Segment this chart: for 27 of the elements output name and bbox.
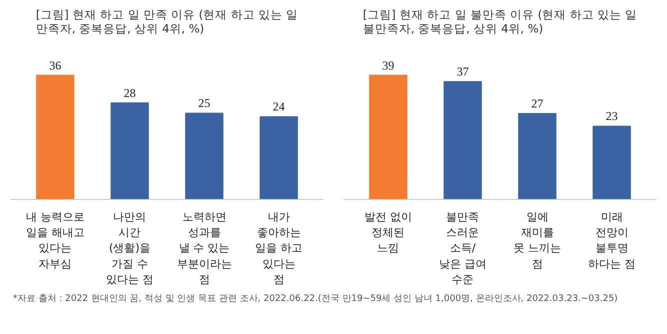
x-tick-label: 발전 없이 정체된 느낌 <box>364 210 412 255</box>
bar <box>110 102 149 200</box>
bar <box>260 116 298 200</box>
bar <box>592 126 631 200</box>
chart-title: [그림] 현재 하고 일 불만족 이유 (현재 하고 있는 일 불만족자, 중복응답, 상위 4위, %) <box>362 8 638 36</box>
bar <box>369 74 408 200</box>
data-label: 25 <box>198 96 210 110</box>
data-label: 27 <box>531 96 544 110</box>
bar <box>185 112 224 200</box>
data-label: 39 <box>382 58 394 72</box>
bar <box>444 81 482 200</box>
data-label: 36 <box>49 58 62 72</box>
x-tick-label: 나만의 시간 (생활)을 가질 수 있다는 점 <box>106 210 154 286</box>
bar <box>518 113 556 200</box>
data-label: 28 <box>124 86 136 100</box>
bar <box>36 74 74 200</box>
x-tick-label: 불만족 스러운 소득/ 낮은 급여 수준 <box>438 210 486 286</box>
x-tick-label: 일에 재미를 못 느끼는 점 <box>514 210 562 270</box>
x-tick-label: 노력하면 성과를 낼 수 있는 부분이라는 점 <box>176 210 232 286</box>
x-tick-label: 내 능력으로 일을 해내고 있다는 자부심 <box>26 210 84 270</box>
x-tick-label: 내가 좋아하는 일을 하고 있다는 점 <box>255 210 303 286</box>
chart-title: [그림] 현재 하고 일 만족 이유 (현재 하고 있는 일 만족자, 중복응답, 상위 4위, %) <box>36 8 298 36</box>
data-label: 23 <box>606 109 618 124</box>
x-tick-label: 미래 전망이 불투명 하다는 점 <box>588 210 636 270</box>
data-label: 24 <box>272 100 285 114</box>
data-label: 37 <box>456 64 469 79</box>
text: *자료 출처 : 2022 현대인의 꿈, 적성 및 인생 목표 관련 조사, 2022.06.22.(전국 만19~59세 성인 남녀 1,000명, 온라인조사, 2022.03.23.~03.25) <box>13 293 618 306</box>
